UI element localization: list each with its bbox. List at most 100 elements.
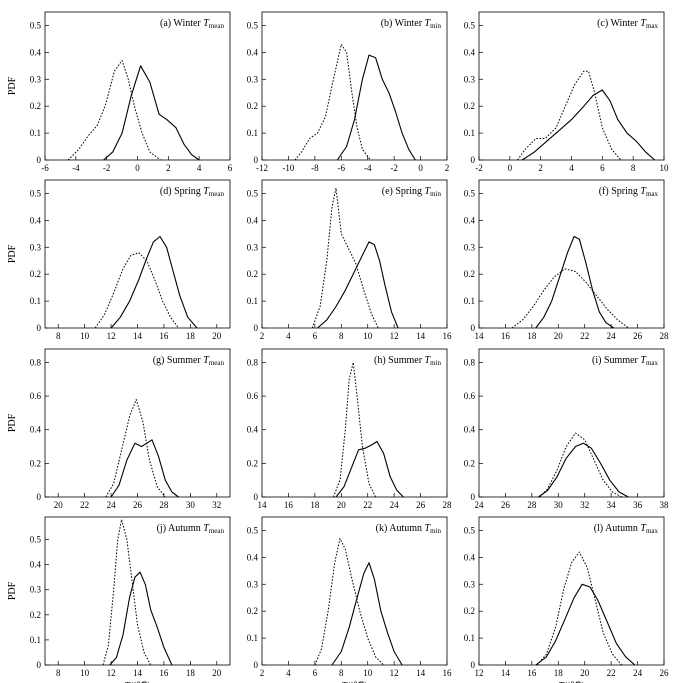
panel-title: (i) Summer Tmax	[592, 355, 658, 367]
x-tick-label: 38	[660, 500, 670, 510]
series-line-solid	[103, 65, 200, 161]
y-tick-label: 0	[37, 323, 42, 333]
panel-title-subscript: max	[646, 359, 659, 367]
x-tick-label: 22	[607, 668, 616, 678]
y-tick-label: 0.4	[30, 425, 42, 435]
x-tick-label: 0	[135, 163, 140, 173]
panel-title-label: (l) Autumn	[594, 523, 641, 534]
panel-title-var: T	[425, 18, 432, 29]
x-axis-label: T/(℃)	[558, 681, 584, 683]
panel-title: (b) Winter Tmin	[381, 18, 442, 30]
y-tick-label: 0.5	[464, 525, 476, 535]
panel-title-label: (g) Summer	[153, 355, 204, 366]
x-tick-label: 20	[337, 500, 347, 510]
panel-b: 0 0.1 0.2 0.3 0.4 0.5 -12 -10 -8 -6 -4 -2 0 2 (b) Wint…	[247, 11, 449, 173]
x-tick-label: 4	[286, 668, 291, 678]
y-tick-label: 0.5	[464, 188, 476, 198]
y-tick-label: 0.5	[30, 20, 42, 30]
axes-frame	[478, 348, 665, 498]
x-tick-label: 32	[580, 500, 589, 510]
x-tick-label: -8	[311, 163, 319, 173]
x-tick-label: 16	[284, 500, 294, 510]
x-tick-label: 16	[159, 331, 169, 341]
y-axis-label: PDF	[7, 244, 18, 263]
x-tick-label: 32	[212, 500, 221, 510]
x-tick-label: 16	[501, 331, 511, 341]
x-tick-label: -12	[256, 163, 268, 173]
y-tick-label: 0.8	[30, 357, 42, 367]
y-axis-label: PDF	[7, 76, 18, 95]
axes-frame	[261, 11, 448, 161]
x-tick-label: 20	[580, 668, 590, 678]
y-tick-label: 0.2	[30, 101, 41, 111]
x-tick-label: 18	[554, 668, 564, 678]
panel-title-subscript: mean	[209, 190, 225, 198]
x-tick-label: 10	[80, 668, 90, 678]
x-axis-label-var: T	[124, 681, 131, 683]
x-tick-label: 26	[633, 331, 643, 341]
x-tick-label: 16	[443, 668, 453, 678]
panel-title: (k) Autumn Tmin	[376, 523, 442, 535]
panel-title-label: (a) Winter	[160, 18, 203, 29]
y-tick-label: 0.4	[247, 425, 259, 435]
x-tick-label: -6	[338, 163, 346, 173]
x-tick-label: 18	[310, 500, 320, 510]
x-tick-label: 10	[80, 331, 90, 341]
panel-title: (l) Autumn Tmax	[594, 523, 659, 535]
x-tick-label: 34	[607, 500, 617, 510]
x-tick-label: 18	[186, 331, 196, 341]
x-tick-label: 6	[313, 331, 318, 341]
panel-title-subscript: mean	[209, 359, 225, 367]
y-tick-label: 0.2	[247, 606, 258, 616]
y-tick-label: 0.2	[30, 269, 41, 279]
x-tick-label: 24	[107, 500, 117, 510]
y-tick-label: 0.1	[30, 296, 41, 306]
y-tick-label: 0.2	[247, 269, 258, 279]
x-axis-label: T/(℃)	[124, 681, 150, 683]
x-tick-label: -2	[475, 163, 483, 173]
panel-title-label: (f) Spring	[599, 186, 641, 197]
y-tick-label: 0.8	[464, 357, 476, 367]
y-tick-label: 0.4	[464, 215, 476, 225]
x-tick-label: -10	[282, 163, 294, 173]
axes-frame	[478, 516, 665, 666]
x-tick-label: 0	[418, 163, 423, 173]
panel-title-var: T	[640, 355, 647, 366]
y-tick-label: 0.1	[464, 296, 475, 306]
x-tick-label: 14	[416, 331, 426, 341]
y-tick-label: 0.4	[464, 47, 476, 57]
panel-title-var: T	[640, 186, 647, 197]
x-tick-label: 18	[186, 668, 196, 678]
panel-title-subscript: min	[430, 22, 441, 30]
panel-title: (e) Spring Tmin	[382, 186, 442, 198]
y-tick-label: 0.4	[464, 425, 476, 435]
x-tick-label: 16	[443, 331, 453, 341]
x-tick-label: 2	[260, 331, 265, 341]
x-tick-label: 24	[607, 331, 617, 341]
x-tick-label: -6	[41, 163, 49, 173]
panel-title-var: T	[203, 355, 210, 366]
x-tick-label: 4	[286, 331, 291, 341]
y-tick-label: 0	[471, 323, 476, 333]
series-line-dotted	[94, 252, 179, 329]
panel-title-subscript: min	[430, 359, 441, 367]
axes-frame	[478, 179, 665, 329]
series-line-solid	[521, 89, 656, 161]
y-tick-label: 0.2	[464, 458, 475, 468]
panel-title-label: (c) Winter	[597, 18, 640, 29]
x-tick-label: 12	[390, 331, 399, 341]
y-tick-label: 0.4	[464, 552, 476, 562]
x-tick-label: 8	[339, 331, 344, 341]
panel-title-var: T	[425, 523, 432, 534]
x-tick-label: 14	[501, 668, 511, 678]
series-line-dotted	[332, 362, 377, 498]
y-tick-label: 0.4	[30, 560, 42, 570]
y-tick-label: 0.1	[464, 633, 475, 643]
x-tick-label: 20	[54, 500, 64, 510]
panel-title-var: T	[425, 355, 432, 366]
series-line-solid	[535, 583, 636, 666]
y-tick-label: 0.4	[30, 215, 42, 225]
x-tick-label: 12	[475, 668, 484, 678]
series-line-dotted	[102, 519, 152, 666]
